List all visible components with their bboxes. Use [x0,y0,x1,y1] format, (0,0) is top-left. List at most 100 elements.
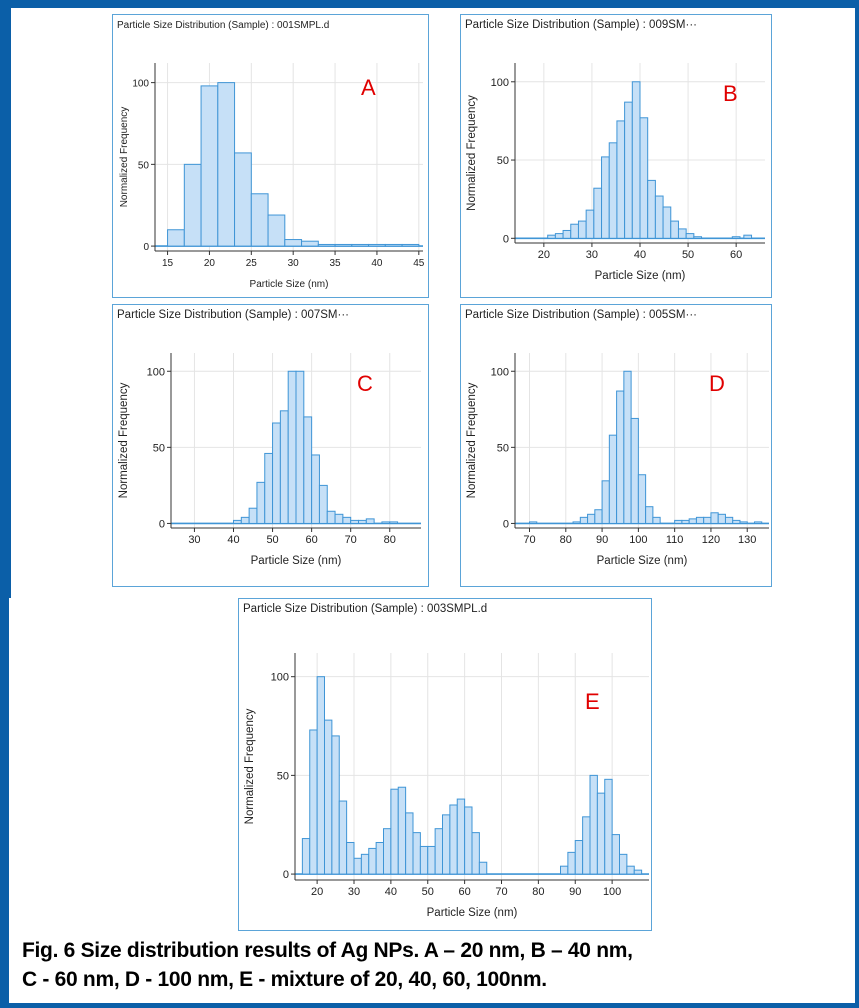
x-tick-label: 80 [532,886,544,898]
chart-title: Particle Size Distribution (Sample) : 00… [465,19,697,31]
x-tick-label: 80 [384,534,396,546]
x-tick-label: 30 [586,249,598,261]
histogram-bar [593,187,603,239]
frame-right-border [855,0,859,1008]
histogram-bar [554,233,564,239]
histogram-bar [353,857,362,875]
y-tick-label: 50 [153,442,165,454]
histogram-bar [577,220,587,239]
histogram-bar [183,163,202,247]
histogram-bar [471,832,480,875]
histogram-bar [608,142,618,239]
y-tick-label: 100 [491,77,509,89]
histogram-bar [619,853,628,875]
histogram-bar [401,243,420,247]
y-tick-label: 100 [147,366,165,378]
histogram-bar [662,206,672,239]
histogram-bar [633,869,643,875]
chart-svg-e: Particle Size Distribution (Sample) : 00… [243,603,649,919]
y-axis-label: Normalized Frequency [244,708,256,824]
histogram-bar [240,516,250,524]
histogram-bar [654,195,664,239]
histogram-bar [309,729,318,875]
x-tick-label: 45 [413,258,425,269]
chart-title: Particle Size Distribution (Sample) : 00… [117,20,329,31]
chart-title: Particle Size Distribution (Sample) : 00… [117,309,349,321]
histogram-bar [256,481,266,524]
x-tick-label: 100 [629,534,647,546]
histogram-bar [464,806,473,875]
x-tick-label: 70 [495,886,507,898]
histogram-bar [647,179,656,239]
histogram-bar [567,851,576,875]
x-axis-label: Particle Size (nm) [597,555,688,567]
x-tick-label: 35 [330,258,342,269]
histogram-bar [301,838,311,875]
histogram-bar [529,521,538,524]
y-axis-label: Normalized Frequency [118,382,130,498]
panel-letter: A [361,75,376,100]
histogram-bar [611,834,620,875]
histogram-bar [608,434,618,524]
histogram-bar [360,853,370,875]
y-axis-label: Normalized Frequency [466,95,478,211]
y-tick-label: 0 [143,242,149,253]
y-axis-label: Normalized Frequency [119,107,130,208]
histogram-bar [630,417,639,524]
histogram-bar [264,452,274,524]
chart-title: Particle Size Distribution (Sample) : 00… [465,309,697,321]
histogram-bar [731,236,741,239]
histogram-bar [365,518,375,524]
histogram-bar [358,519,367,524]
histogram-bar [419,845,429,875]
x-tick-label: 30 [348,886,360,898]
histogram-bar [695,516,705,524]
x-tick-label: 40 [371,258,383,269]
histogram-bar [434,828,443,875]
histogram-bar [572,521,581,524]
chart-panel-a: Particle Size Distribution (Sample) : 00… [112,14,429,298]
histogram-bar [596,792,606,875]
panel-letter: D [709,371,725,396]
histogram-bar [397,786,407,875]
histogram-bar [301,240,319,247]
histogram-bar [317,243,336,247]
histogram-bar [368,847,377,875]
x-axis-label: Particle Size (nm) [595,270,686,282]
x-tick-label: 90 [569,886,581,898]
histogram-bar [449,804,458,875]
frame-top-border [0,0,859,8]
histogram-bar [442,814,451,875]
y-tick-label: 50 [497,155,509,167]
histogram-bar [601,156,610,239]
histogram-bar [390,788,399,875]
histogram-bar [284,239,303,247]
frame-left-inner-border [9,8,11,598]
histogram-bar [368,243,386,247]
histogram-bar [631,81,641,239]
histogram-bar [652,516,661,524]
histogram-bar [287,370,297,524]
chart-svg-b: Particle Size Distribution (Sample) : 00… [465,19,765,282]
x-tick-label: 60 [730,249,742,261]
chart-panel-b: Particle Size Distribution (Sample) : 00… [460,14,772,298]
x-tick-label: 50 [422,886,434,898]
histogram-bar [279,410,289,524]
histogram-bar [570,223,579,239]
histogram-bar [681,519,690,524]
x-tick-label: 70 [345,534,357,546]
x-tick-label: 40 [385,886,397,898]
histogram-bar [724,516,734,524]
y-tick-label: 50 [277,770,289,782]
x-tick-label: 30 [188,534,200,546]
histogram-bar [616,120,626,239]
x-tick-label: 130 [738,534,756,546]
histogram-bar [670,220,679,239]
histogram-bar [233,519,242,524]
histogram-bar [579,516,589,524]
histogram-bar [267,214,286,247]
histogram-bar [318,484,328,524]
histogram-bar [295,370,305,524]
histogram-bar [626,865,635,875]
histogram-bar [710,512,719,524]
